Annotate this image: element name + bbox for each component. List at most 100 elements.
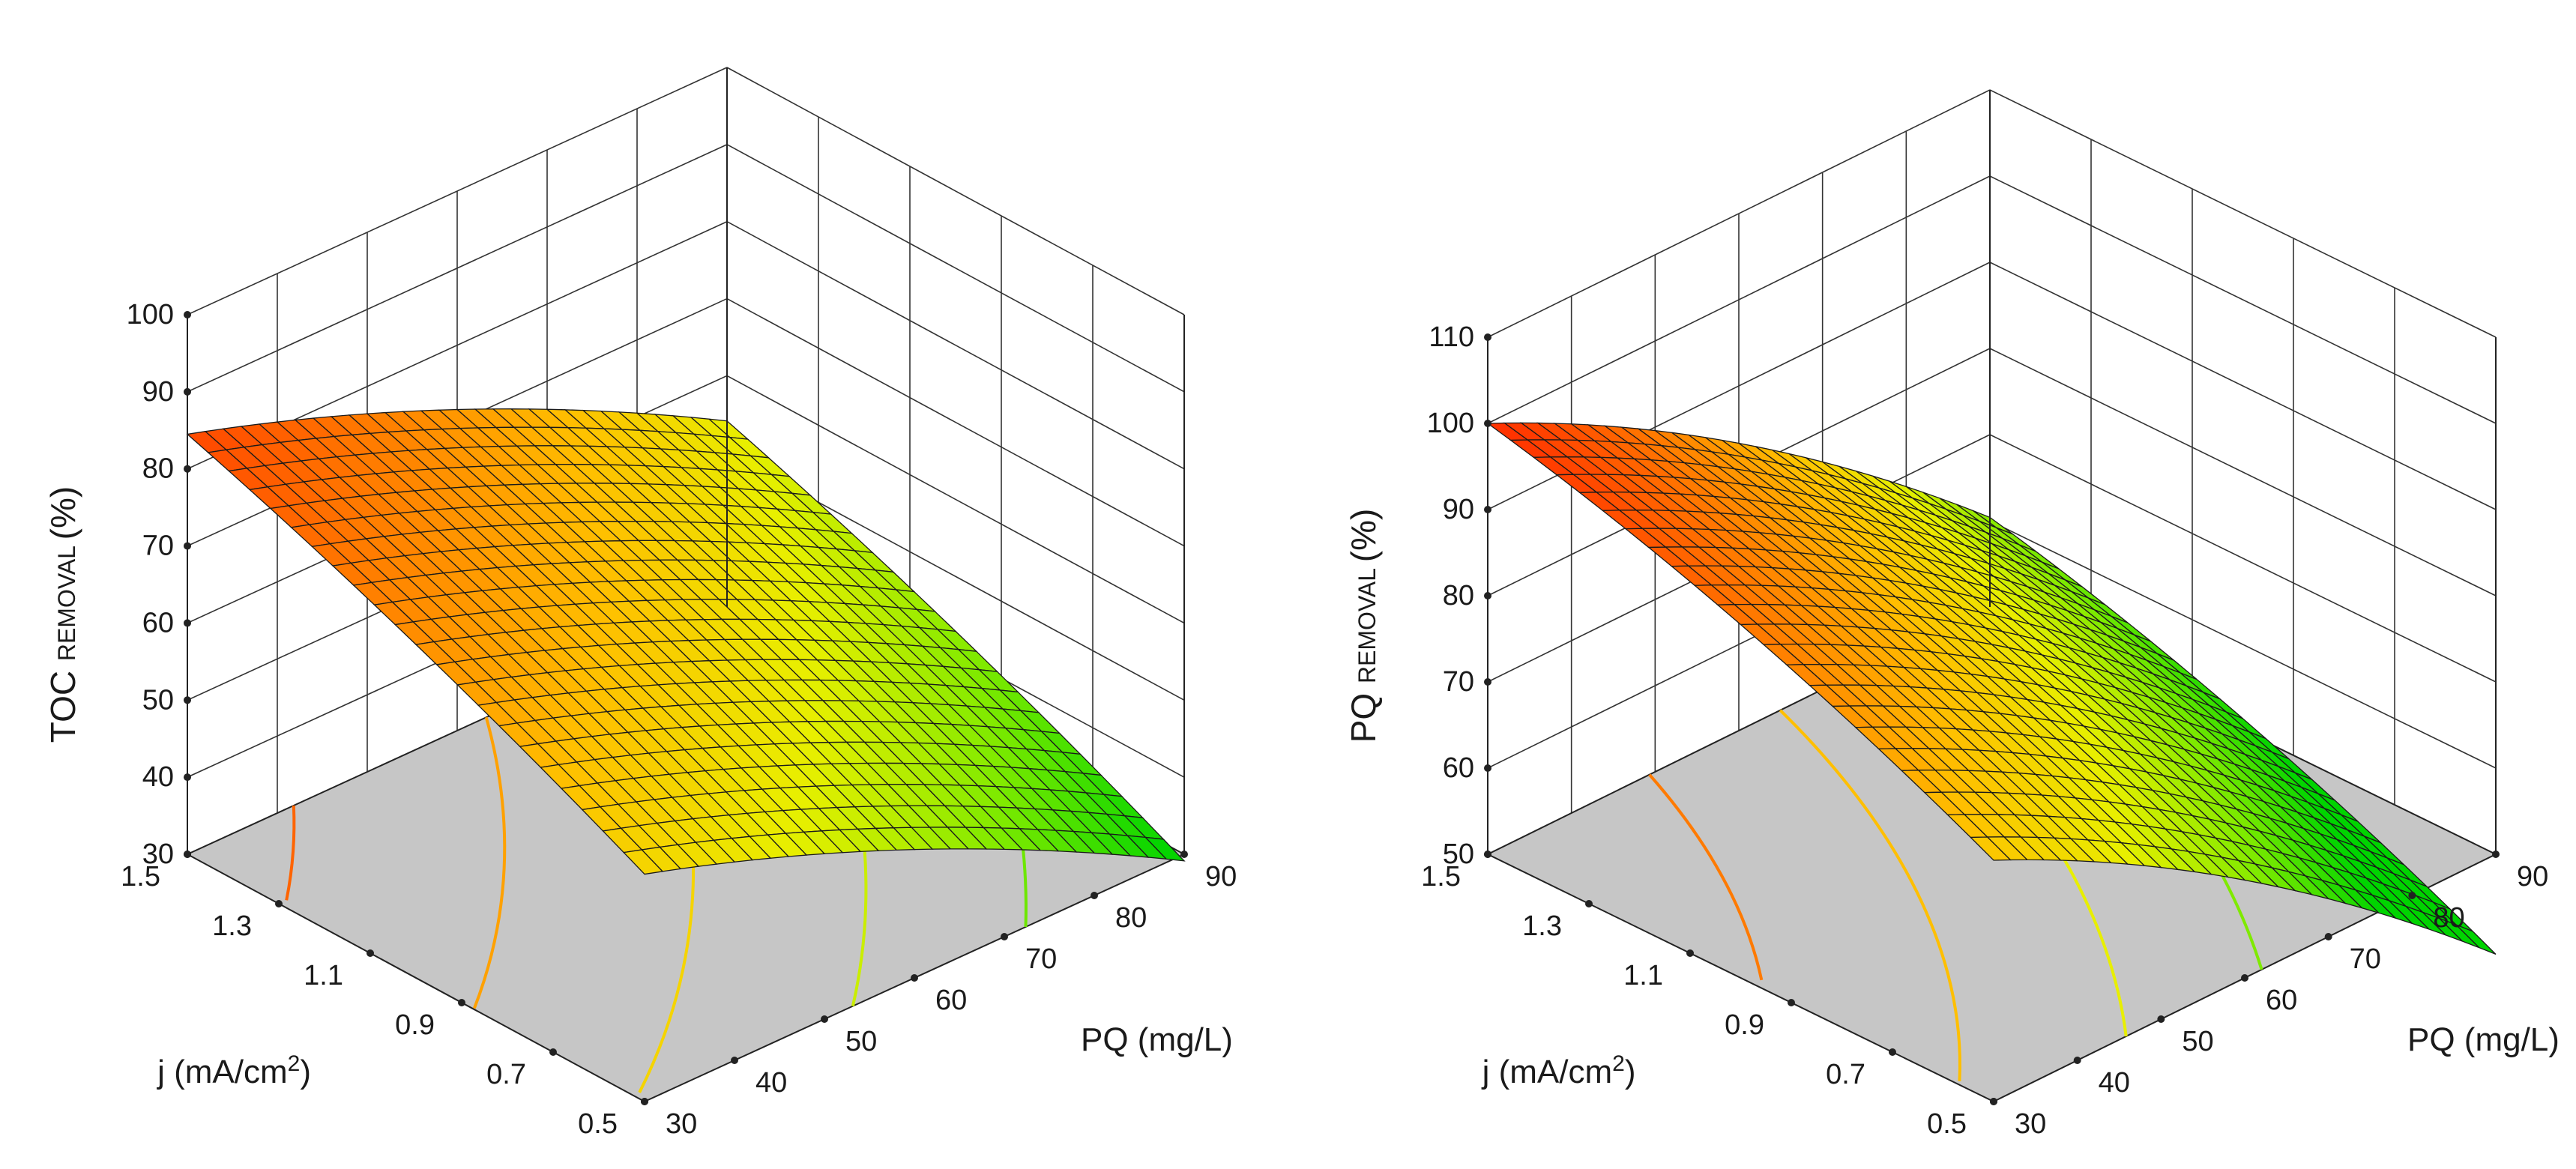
x-tick-label: 70 — [1025, 943, 1057, 975]
y-tick-mark — [1686, 949, 1694, 957]
x-tick-mark — [731, 1057, 738, 1064]
z-tick-label: 80 — [142, 453, 174, 485]
x-tick-label: 60 — [935, 985, 967, 1016]
y-axis-title-superscript: 2 — [1612, 1051, 1625, 1076]
y-tick-mark — [549, 1048, 557, 1056]
z-tick-mark — [184, 311, 191, 318]
z-tick-mark — [1484, 592, 1491, 599]
y-tick-label: 0.5 — [1927, 1108, 1967, 1140]
z-tick-mark — [184, 542, 191, 550]
wall-gridline-z — [726, 221, 1185, 470]
y-tick-mark — [1585, 900, 1593, 907]
y-tick-label: 0.7 — [1826, 1059, 1865, 1090]
x-tick-label: 50 — [2182, 1026, 2213, 1057]
x-tick-label: 80 — [2433, 902, 2464, 934]
z-tick-mark — [1484, 678, 1491, 686]
z-axis-title-subscript: REMOVAL — [1354, 562, 1381, 683]
y-tick-mark — [275, 900, 283, 907]
response-surface-mesh — [186, 408, 1186, 875]
y-tick-mark — [1889, 1048, 1896, 1056]
wall-gridline-z — [726, 297, 1185, 547]
y-tick-label: 1.1 — [304, 960, 343, 991]
x-tick-mark — [821, 1015, 828, 1023]
z-tick-label: 70 — [142, 531, 174, 562]
pq-removal-surface-plot: 50 60 70 80 90 100 110 30 40 50 60 70 80 90 0.5 0.7 0.9 1… — [1344, 89, 2560, 1140]
x-tick-label: 30 — [666, 1108, 697, 1140]
x-tick-mark — [2157, 1015, 2165, 1023]
z-tick-label: 100 — [1427, 408, 1474, 439]
x-tick-mark — [2492, 851, 2500, 858]
y-axis-title: j (mA/cm2) — [1481, 1051, 1636, 1090]
y-tick-label: 1.3 — [212, 910, 252, 942]
z-tick-mark — [1484, 506, 1491, 513]
x-tick-label: 50 — [845, 1026, 877, 1057]
y-tick-mark — [1484, 851, 1491, 858]
x-tick-mark — [1091, 892, 1098, 899]
wall-gridline-z — [1989, 175, 2497, 424]
wall-gridline-z — [726, 144, 1185, 393]
z-tick-mark — [184, 465, 191, 473]
surface-cell — [1969, 836, 2012, 861]
y-tick-mark — [641, 1098, 648, 1105]
x-tick-label: 80 — [1115, 902, 1147, 934]
z-axis-title-subscript: REMOVAL — [53, 540, 80, 661]
x-tick-label: 90 — [1205, 861, 1237, 892]
y-tick-label: 0.9 — [1725, 1009, 1764, 1041]
x-tick-label: 60 — [2266, 985, 2297, 1016]
wall-gridline-z — [1989, 434, 2497, 683]
z-axis-title-unit: (%) — [43, 486, 82, 540]
y-tick-label: 0.5 — [578, 1108, 618, 1140]
wall-gridline-z — [1989, 520, 2497, 769]
x-tick-mark — [2324, 933, 2332, 940]
y-tick-label: 1.5 — [1421, 861, 1461, 892]
z-tick-mark — [1484, 333, 1491, 341]
z-tick-label: 90 — [142, 376, 174, 408]
floor-contour-line — [472, 716, 507, 1009]
y-tick-label: 1.3 — [1522, 910, 1562, 942]
z-tick-label: 90 — [1443, 494, 1474, 525]
z-tick-label: 30 — [142, 839, 174, 870]
wall-gridline-z — [1989, 262, 2497, 510]
z-tick-mark — [184, 773, 191, 782]
x-tick-mark — [2408, 892, 2416, 899]
x-tick-label: 90 — [2517, 861, 2548, 892]
x-tick-mark — [2241, 974, 2248, 982]
z-axis-title: TOC REMOVAL (%) — [43, 486, 82, 743]
x-tick-label: 40 — [2099, 1067, 2130, 1099]
x-axis-title: PQ (mg/L) — [1081, 1021, 1233, 1058]
wall-gridline-z — [1989, 89, 2497, 338]
x-axis-title: PQ (mg/L) — [2407, 1021, 2560, 1058]
z-tick-mark — [184, 619, 191, 627]
z-tick-label: 40 — [142, 761, 174, 793]
z-tick-mark — [184, 387, 191, 396]
wall-gridline-z — [1989, 348, 2497, 596]
z-tick-mark — [1484, 764, 1491, 772]
y-tick-mark — [458, 999, 465, 1006]
y-tick-mark — [1788, 999, 1795, 1006]
z-tick-label: 60 — [1443, 752, 1474, 784]
y-axis-title-superscript: 2 — [288, 1051, 301, 1076]
y-axis-title-end: ) — [1625, 1054, 1636, 1090]
x-tick-mark — [1180, 851, 1188, 858]
y-axis-title-main: j (mA/cm — [1481, 1054, 1613, 1090]
z-axis-title-main: TOC — [43, 661, 82, 743]
floor-contour-line — [1648, 773, 1764, 981]
floor-contour-line — [1779, 709, 1961, 1081]
z-axis-title-unit: (%) — [1344, 509, 1383, 563]
y-tick-label: 0.7 — [486, 1059, 526, 1090]
z-tick-label: 50 — [1443, 839, 1474, 870]
y-tick-mark — [1990, 1098, 1997, 1105]
y-axis-title: j (mA/cm2) — [156, 1051, 311, 1090]
y-axis-title-end: ) — [300, 1054, 311, 1090]
x-tick-label: 70 — [2350, 943, 2381, 975]
z-tick-mark — [184, 696, 191, 704]
x-tick-label: 40 — [755, 1067, 787, 1099]
z-axis-title: PQ REMOVAL (%) — [1344, 509, 1383, 743]
toc-removal-surface-plot: 30 40 50 60 70 80 90 100 30 40 50 60 70 80 90 0.5 0.7 0.9… — [43, 67, 1237, 1140]
y-tick-mark — [184, 851, 191, 858]
z-tick-label: 110 — [1429, 321, 1474, 353]
x-tick-mark — [1001, 933, 1008, 940]
z-axis-title-main: PQ — [1344, 683, 1383, 743]
surface-cell — [622, 849, 664, 875]
